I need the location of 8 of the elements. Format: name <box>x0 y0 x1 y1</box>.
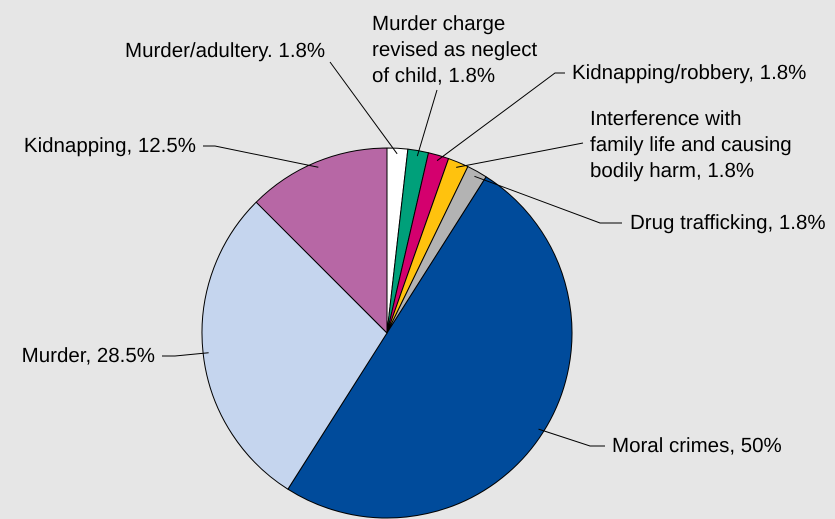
slice-label: Kidnapping/robbery, 1.8% <box>572 61 806 84</box>
slice-label: Moral crimes, 50% <box>612 434 782 457</box>
slice-label: Kidnapping, 12.5% <box>24 134 196 157</box>
slice-label: Murder, 28.5% <box>22 344 155 367</box>
slice-label: Interference with family life and causing bodily harm, 1.8% <box>590 107 792 182</box>
slice-label: Murder charge revised as neglect of child, 1.8% <box>372 12 538 87</box>
slice-label: Drug trafficking, 1.8% <box>630 211 826 234</box>
slice-label: Murder/adultery. 1.8% <box>125 39 326 62</box>
